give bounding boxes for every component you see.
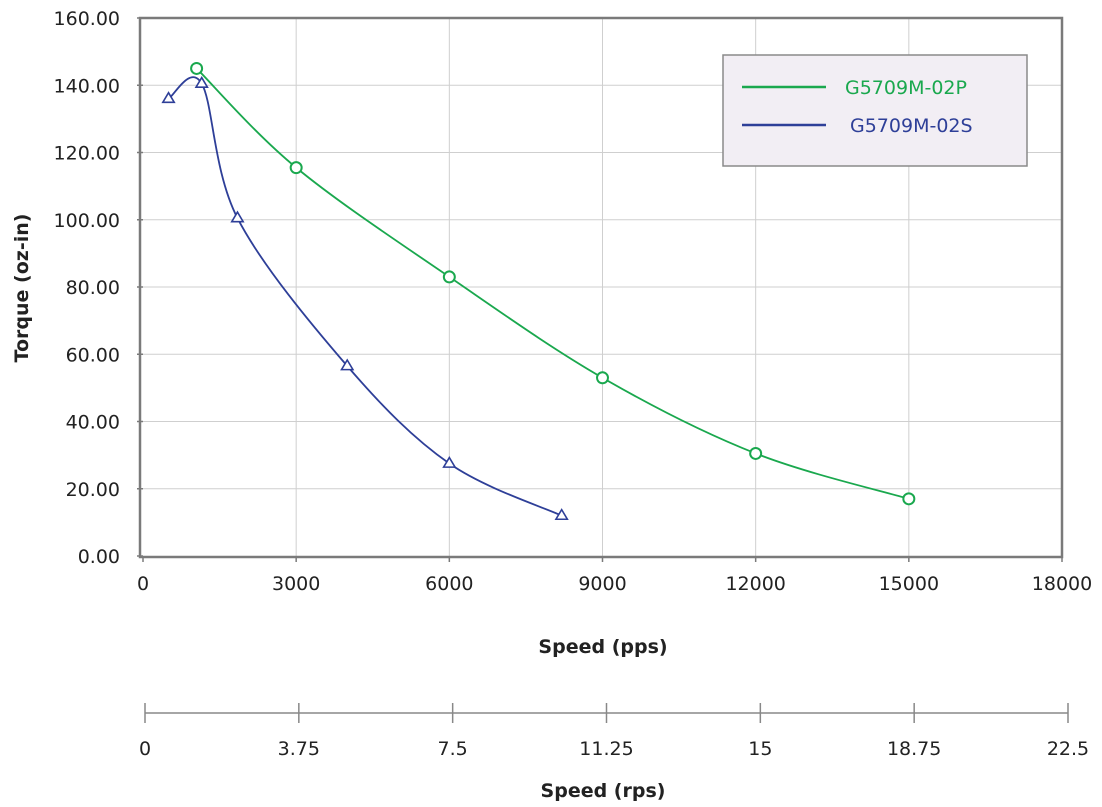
y-tick-label: 60.00 (66, 344, 120, 366)
secondary-axis-title: Speed (rps) (541, 780, 666, 802)
x-tick-label: 9000 (578, 573, 626, 595)
data-point-g5709m-02p (289, 161, 303, 175)
data-point-g5709m-02s (194, 76, 209, 88)
series-markers (161, 61, 916, 521)
legend: G5709M-02P G5709M-02S (722, 54, 1028, 167)
secondary-tick-label: 0 (139, 738, 151, 760)
y-tick-label: 0.00 (78, 546, 120, 568)
secondary-tick-label: 11.25 (579, 738, 633, 760)
data-point-g5709m-02s (442, 455, 457, 468)
data-point-g5709m-02s (340, 358, 355, 371)
grid-lines (143, 18, 1062, 556)
y-tick-label: 100.00 (54, 210, 120, 232)
x-tick-label: 6000 (425, 573, 473, 595)
secondary-axis-ticks: 0 3.75 7.5 11.25 15 18.75 22.5 (139, 703, 1089, 760)
x-tick-label: 12000 (725, 573, 785, 595)
secondary-tick-label: 15 (748, 738, 772, 760)
x-tick-label: 3000 (272, 573, 320, 595)
y-tick-label: 160.00 (54, 8, 120, 30)
x-tick-label: 0 (137, 573, 149, 595)
secondary-tick-label: 7.5 (438, 738, 468, 760)
x-tick-label: 15000 (879, 573, 939, 595)
secondary-rps-axis: 0 3.75 7.5 11.25 15 18.75 22.5 Speed (rps) (139, 703, 1089, 802)
x-axis-title: Speed (pps) (538, 636, 667, 658)
data-point-g5709m-02s (161, 91, 176, 104)
y-tick-label: 120.00 (54, 143, 120, 165)
data-point-g5709m-02p (442, 270, 456, 284)
data-point-g5709m-02p (190, 61, 204, 75)
secondary-tick-label: 18.75 (887, 738, 941, 760)
secondary-tick-label: 22.5 (1047, 738, 1089, 760)
y-axis-title: Torque (oz-in) (11, 214, 33, 363)
y-tick-label: 140.00 (54, 75, 120, 97)
y-tick-label: 40.00 (66, 412, 120, 434)
y-axis-ticks: 0.00 20.00 40.00 60.00 80.00 100.00 120.00 140.… (54, 8, 143, 568)
data-point-g5709m-02s (554, 508, 569, 521)
x-tick-label: 18000 (1032, 573, 1092, 595)
y-tick-label: 80.00 (66, 277, 120, 299)
secondary-tick-label: 3.75 (278, 738, 320, 760)
legend-label-g5709m-02p: G5709M-02P (845, 77, 967, 99)
data-point-g5709m-02p (749, 446, 763, 460)
y-tick-label: 20.00 (66, 479, 120, 501)
legend-box (722, 54, 1028, 167)
data-point-g5709m-02p (596, 371, 609, 385)
x-axis-ticks: 0 3000 6000 9000 12000 15000 18000 (137, 556, 1092, 595)
legend-label-g5709m-02s: G5709M-02S (850, 115, 973, 137)
data-point-g5709m-02p (902, 492, 916, 506)
data-point-g5709m-02s (230, 210, 245, 223)
